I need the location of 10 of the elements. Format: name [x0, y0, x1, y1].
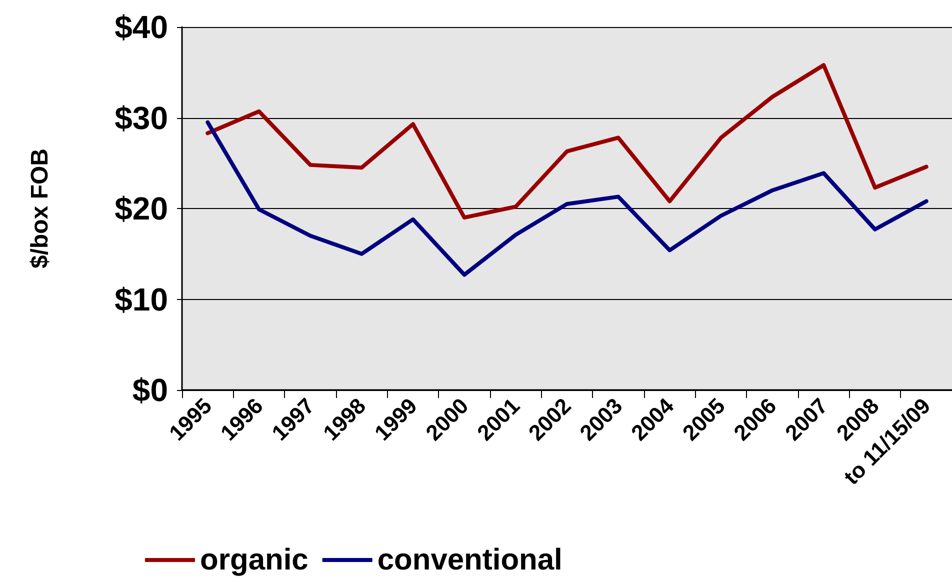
legend-label: conventional [377, 544, 562, 576]
y-tick-label: $0 [132, 372, 168, 408]
line-series [206, 120, 928, 277]
legend-label: organic [200, 544, 308, 576]
y-tick-label: $20 [114, 190, 168, 226]
y-axis-title: $/box FOB [26, 148, 54, 269]
y-tick-label: $30 [114, 100, 168, 136]
y-tick-label: $10 [114, 281, 168, 318]
line-series [206, 63, 928, 220]
y-tick-label: $40 [114, 9, 168, 45]
